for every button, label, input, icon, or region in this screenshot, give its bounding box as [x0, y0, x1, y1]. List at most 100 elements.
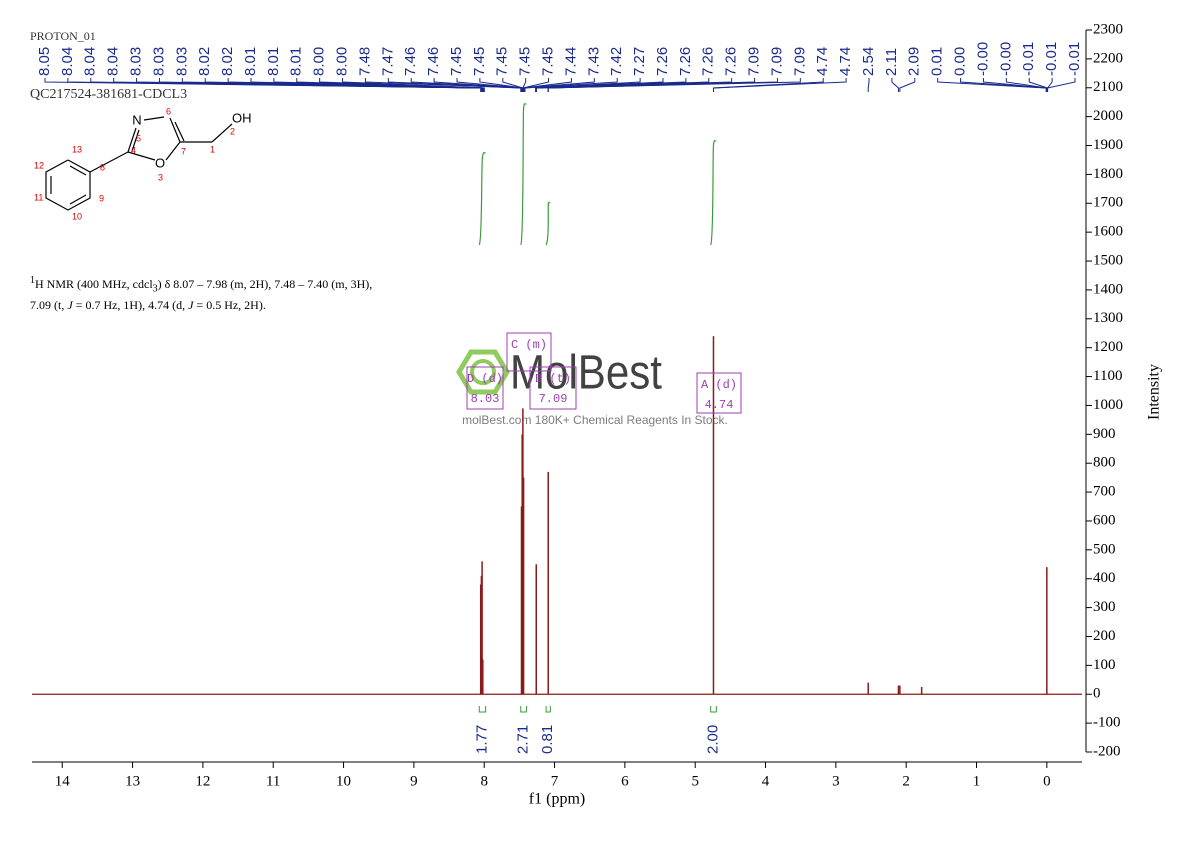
integral-curve: [478, 152, 486, 246]
y-tick-label: -100: [1093, 715, 1121, 731]
peak-connector: [502, 78, 524, 92]
peak-label: 7.45: [448, 47, 465, 76]
y-tick-label: 1400: [1093, 281, 1123, 297]
atom-number: 8: [100, 162, 105, 172]
integral-bracket: [545, 706, 551, 713]
y-tick-label: 1600: [1093, 224, 1123, 240]
atom-number: 7: [181, 146, 186, 156]
peak-label: 7.48: [356, 47, 373, 76]
peak-label: 4.74: [814, 47, 831, 76]
peak-connector: [433, 78, 523, 92]
y-axis-title: Intensity: [1146, 364, 1163, 420]
peak-label: 7.09: [746, 47, 763, 76]
bond: [165, 141, 181, 161]
integral-label: 2.71: [515, 725, 532, 754]
peak-label: -0.01: [1020, 42, 1037, 76]
peak-label: 8.02: [196, 47, 213, 76]
peak-label: 7.47: [379, 47, 396, 76]
desc-part: J: [188, 298, 194, 313]
desc-part: = 0.7 Hz, 1H), 4.74 (d,: [72, 298, 189, 313]
multiplet-label: D (d): [467, 372, 503, 386]
x-axis-title: f1 (ppm): [529, 791, 585, 808]
peak-label: 7.09: [768, 47, 785, 76]
x-tick-label: 5: [691, 773, 699, 789]
y-tick-label: 2100: [1093, 79, 1123, 95]
peak-label: 7.26: [723, 47, 740, 76]
atom-number: 11: [34, 192, 43, 202]
x-tick-label: 0: [1043, 773, 1051, 789]
peak-label: 8.03: [128, 47, 145, 76]
peak-connector: [712, 78, 824, 92]
peak-label: 8.03: [173, 47, 190, 76]
watermark-tagline: molBest.com 180K+ Chemical Reagents In S…: [462, 413, 728, 427]
atom-label: N: [132, 112, 141, 127]
peak-connector: [523, 78, 572, 92]
multiplet-label: C (m): [511, 338, 547, 352]
atom-number: 1: [210, 144, 215, 154]
x-tick-label: 12: [195, 773, 210, 789]
bond: [69, 194, 87, 205]
desc-part: H NMR (400 MHz, cdcl: [35, 277, 153, 291]
peak-label: 2.54: [860, 47, 877, 76]
peak-label: -0.00: [974, 42, 991, 76]
x-tick-label: 14: [55, 773, 71, 789]
atom-label: O: [155, 155, 165, 170]
peak-connector: [891, 78, 899, 92]
y-tick-label: 1700: [1093, 195, 1123, 211]
peak-connector: [1005, 78, 1048, 92]
peak-connector: [899, 78, 916, 92]
peak-label: 8.00: [311, 47, 328, 76]
y-tick-label: 1000: [1093, 397, 1123, 413]
y-tick-label: 1100: [1093, 368, 1122, 384]
integral-bracket: [710, 706, 717, 713]
desc-part: 3: [152, 283, 158, 295]
y-tick-label: 2000: [1093, 108, 1123, 124]
multiplet-box: [696, 372, 742, 414]
watermark: MolBest molBest.com 180K+ Chemical Reage…: [456, 347, 728, 427]
logo-ring: [470, 359, 496, 385]
x-tick-label: 2: [902, 773, 910, 789]
peak-label: 8.00: [334, 47, 351, 76]
bond: [89, 151, 129, 173]
x-tick-label: 13: [125, 773, 140, 789]
x-tick-label: 7: [551, 773, 559, 789]
peak-label: 8.05: [36, 47, 53, 76]
atom-number: 5: [136, 133, 141, 143]
integral-curve: [520, 103, 527, 246]
peak-label: 8.03: [150, 47, 167, 76]
y-tick-label: 1200: [1093, 339, 1123, 355]
y-tick-label: 1300: [1093, 310, 1123, 326]
peak-label: 7.44: [562, 47, 579, 76]
bond: [169, 117, 181, 143]
peak-label: 7.45: [540, 47, 557, 76]
peak-connector: [522, 78, 550, 92]
multiplet-shift: 4.74: [705, 398, 734, 412]
x-tick-label: 8: [480, 773, 488, 789]
bond: [127, 127, 137, 153]
peak-label: 7.46: [425, 47, 442, 76]
benzene-ring: [45, 159, 91, 211]
y-tick-label: 1800: [1093, 166, 1123, 182]
integral-bracket: [520, 706, 527, 713]
peak-label: 8.04: [59, 47, 76, 76]
peak-label: 7.26: [677, 47, 694, 76]
atom-number: 4: [131, 145, 136, 155]
integral-label: 0.81: [539, 725, 556, 754]
watermark-brand: MolBest: [510, 347, 662, 400]
y-tick-label: 600: [1093, 512, 1116, 528]
peak-connector: [960, 78, 1048, 92]
x-tick-label: 4: [762, 773, 770, 789]
sample-name: QC217524-381681-CDCL3: [30, 87, 187, 102]
peak-label: 7.26: [654, 47, 671, 76]
desc-part: J: [67, 298, 73, 313]
peak-connector: [712, 78, 847, 92]
peak-connector: [867, 78, 870, 92]
peak-label: 7.46: [402, 47, 419, 76]
atom-number: 3: [158, 172, 163, 182]
integral-label: 2.00: [704, 725, 721, 754]
peak-connector: [547, 78, 801, 92]
y-tick-label: 2200: [1093, 50, 1123, 66]
integral-label: 1.77: [473, 725, 490, 754]
bond: [69, 165, 87, 176]
